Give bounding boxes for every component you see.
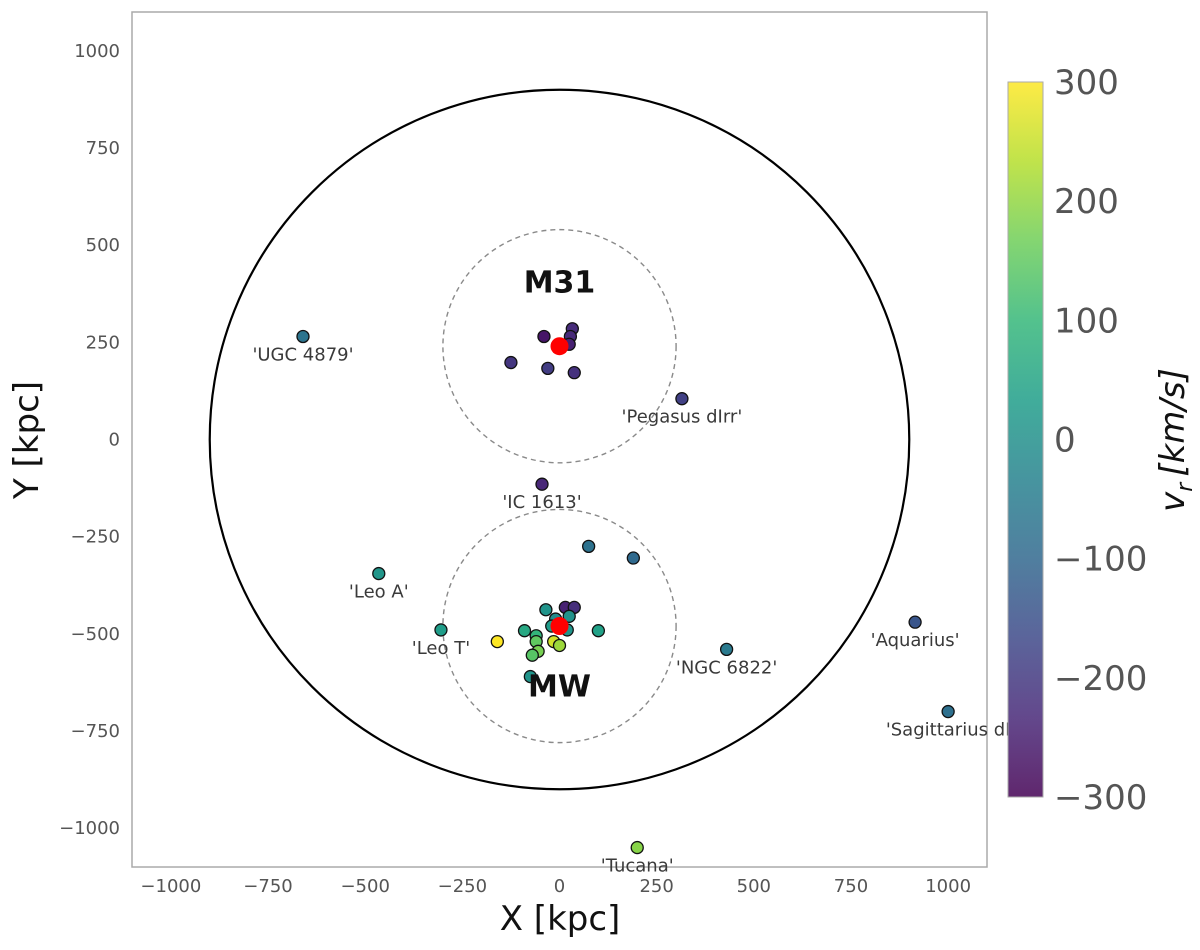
satellite-point	[539, 603, 553, 617]
reference-circles	[208, 88, 911, 791]
label-leo-a: 'Leo A'	[349, 582, 409, 603]
satellite-point	[581, 539, 596, 554]
y-tick-label: 750	[86, 138, 120, 159]
x-tick-label: 750	[834, 876, 868, 897]
m31-zone-circle	[442, 228, 677, 464]
colorbar: −300 −200 −100 0 100 200 300 vr [km/s]	[1007, 63, 1198, 818]
label-ugc-4879: 'UGC 4879'	[252, 345, 353, 366]
colorbar-gradient	[1007, 81, 1044, 798]
y-tick-label: −1000	[59, 818, 120, 839]
y-tick-label: −250	[71, 527, 120, 548]
x-tick-label: −500	[340, 876, 389, 897]
satellite-point	[523, 669, 538, 684]
point-tucana	[630, 840, 644, 855]
x-axis-ticks: −1000 −750 −500 −250 0 250 500 750 1000	[140, 876, 971, 897]
colorbar-tick-label: 200	[1054, 182, 1119, 222]
colorbar-tick-label: 100	[1054, 301, 1119, 341]
m31-label: M31	[524, 266, 596, 301]
x-tick-label: −1000	[140, 876, 201, 897]
y-tick-label: 1000	[74, 41, 120, 62]
y-tick-label: −500	[71, 624, 120, 645]
y-tick-label: 250	[86, 332, 120, 353]
point-leo-a	[372, 566, 386, 581]
x-tick-label: 1000	[925, 876, 971, 897]
x-tick-label: 250	[639, 876, 673, 897]
colorbar-tick-label: −300	[1054, 778, 1147, 818]
satellite-point	[552, 638, 567, 653]
satellite-point	[504, 355, 518, 370]
point-ngc-6822	[719, 642, 734, 657]
point-pegasus-dirr	[675, 392, 689, 406]
y-tick-label: −750	[71, 721, 120, 742]
host-galaxies: M31 MW	[524, 266, 596, 705]
satellite-point	[591, 624, 606, 638]
named-galaxy-points: 'UGC 4879' 'Pegasus dIrr' 'IC 1613' 'Leo A'…	[252, 329, 1011, 877]
colorbar-tick-label: 0	[1054, 421, 1076, 461]
satellite-point	[541, 361, 555, 376]
label-pegasus-dirr: 'Pegasus dIrr'	[622, 407, 743, 428]
label-ic-1613: 'IC 1613'	[502, 492, 581, 513]
y-tick-label: 500	[86, 235, 120, 256]
colorbar-label-unit: [km/s]	[1153, 368, 1193, 477]
mw-label: MW	[528, 670, 591, 705]
x-tick-label: −750	[243, 876, 292, 897]
y-axis-ticks: −1000 −750 −500 −250 0 250 500 750 1000	[59, 41, 120, 839]
y-tick-label: 0	[109, 430, 120, 451]
point-ugc-4879	[296, 329, 310, 344]
y-axis-label: Y [kpc]	[7, 381, 47, 500]
satellite-point	[517, 624, 532, 638]
point-aquarius	[908, 615, 922, 629]
colorbar-label-main: v	[1153, 491, 1193, 512]
mw-zone-circle	[442, 508, 677, 744]
point-sagittarius-di	[941, 704, 955, 719]
point-leo-t	[434, 623, 448, 637]
satellite-point	[626, 551, 640, 565]
label-leo-t: 'Leo T'	[412, 638, 470, 659]
label-ngc-6822: 'NGC 6822'	[676, 657, 777, 678]
x-axis-label: X [kpc]	[500, 899, 621, 939]
colorbar-label: vr [km/s]	[1153, 368, 1198, 512]
point-ic-1613	[535, 477, 549, 491]
satellite-point	[562, 609, 576, 623]
mw-host-marker	[550, 617, 569, 636]
x-tick-label: 0	[554, 876, 565, 897]
colorbar-label-sub: r	[1173, 481, 1198, 492]
satellite-point	[537, 329, 551, 344]
label-aquarius: 'Aquarius'	[871, 630, 960, 651]
satellite-point	[490, 634, 504, 649]
label-tucana: 'Tucana'	[601, 856, 674, 877]
satellite-point	[525, 648, 539, 662]
colorbar-tick-label: −100	[1054, 540, 1147, 580]
colorbar-ticks: −300 −200 −100 0 100 200 300	[1054, 63, 1147, 818]
colorbar-tick-label: −200	[1054, 659, 1147, 699]
satellite-point	[567, 366, 581, 380]
x-tick-label: −250	[438, 876, 487, 897]
colorbar-tick-label: 300	[1054, 63, 1119, 103]
m31-host-marker	[550, 337, 569, 356]
outer-boundary-circle	[208, 88, 911, 791]
plot-area-frame	[131, 11, 988, 868]
label-sagittarius-di: 'Sagittarius dI	[886, 720, 1011, 741]
x-tick-label: 500	[737, 876, 771, 897]
